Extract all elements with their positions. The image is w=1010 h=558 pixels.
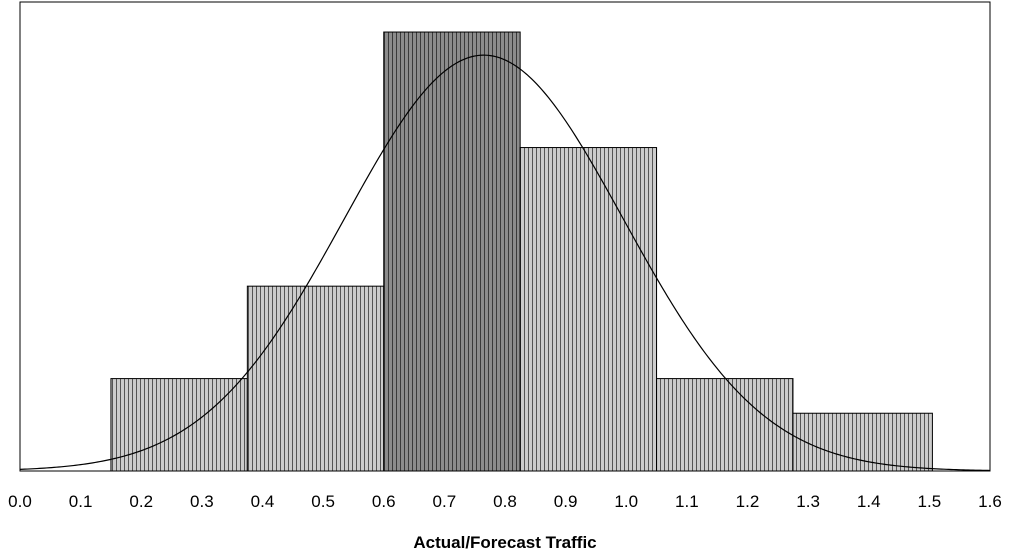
x-tick-label: 1.4 <box>857 492 881 511</box>
histogram-bar-2 <box>246 285 385 472</box>
histogram-bar-4 <box>519 147 658 472</box>
x-tick-label: 0.3 <box>190 492 214 511</box>
histogram-bar-6 <box>792 412 933 472</box>
histogram-bars <box>110 31 933 472</box>
x-axis-ticks: 0.0 0.1 0.2 0.3 0.4 0.5 0.6 0.7 0.8 0.9 1.0 1.1 1.2 1… <box>8 492 1002 511</box>
histogram-bar-1 <box>110 378 248 472</box>
x-tick-label: 0.5 <box>311 492 335 511</box>
x-axis-title: Actual/Forecast Traffic <box>413 533 596 552</box>
x-tick-label: 1.3 <box>796 492 820 511</box>
x-tick-label: 1.0 <box>614 492 638 511</box>
x-tick-label: 0.2 <box>129 492 153 511</box>
x-tick-label: 0.7 <box>433 492 457 511</box>
x-tick-label: 0.4 <box>251 492 275 511</box>
histogram-bar-3 <box>383 31 521 472</box>
x-tick-label: 1.6 <box>978 492 1002 511</box>
normal-distribution-curve <box>19 54 991 472</box>
x-tick-label: 1.5 <box>918 492 942 511</box>
x-tick-label: 1.1 <box>675 492 699 511</box>
x-tick-label: 0.1 <box>69 492 93 511</box>
x-tick-label: 0.8 <box>493 492 517 511</box>
x-tick-label: 0.6 <box>372 492 396 511</box>
x-tick-label: 0.9 <box>554 492 578 511</box>
x-tick-label: 1.2 <box>736 492 760 511</box>
histogram-bar-5 <box>656 378 794 472</box>
x-tick-label: 0.0 <box>8 492 32 511</box>
